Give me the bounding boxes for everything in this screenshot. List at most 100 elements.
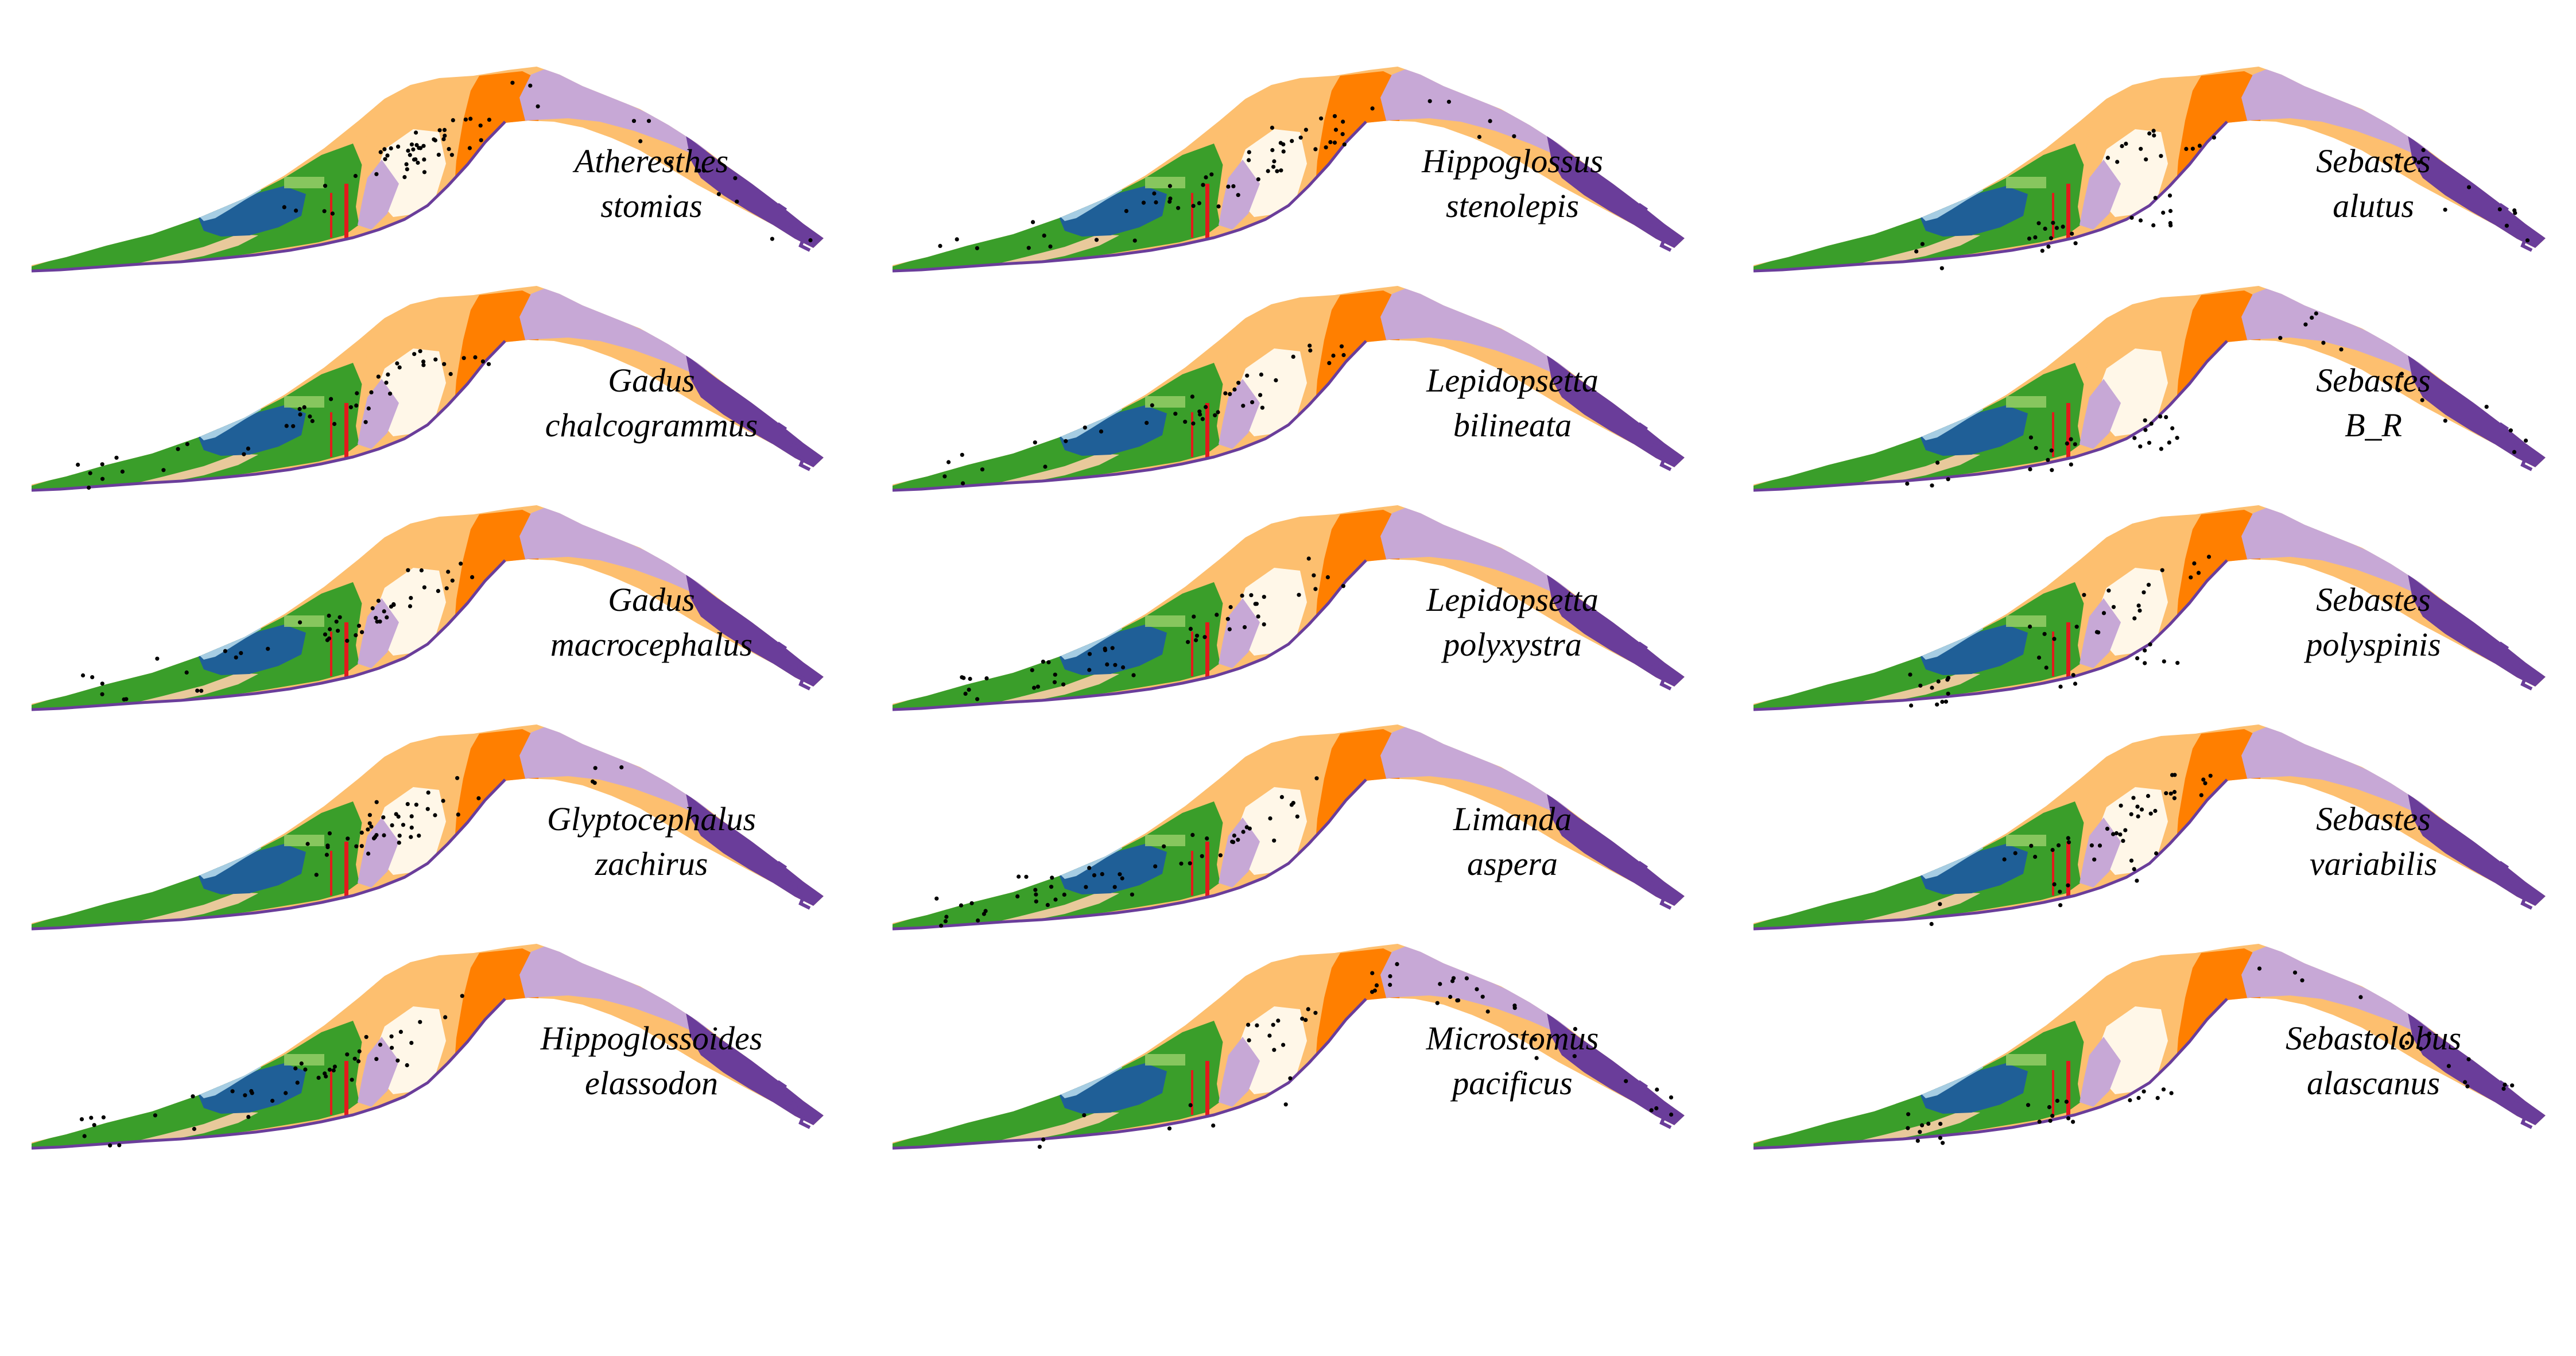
occurrence-point [422, 585, 427, 590]
occurrence-point [1183, 420, 1188, 424]
occurrence-point [1920, 242, 1925, 246]
occurrence-point [249, 1089, 254, 1094]
occurrence-point [88, 471, 92, 475]
occurrence-point [369, 824, 374, 829]
occurrence-point [1173, 412, 1178, 416]
occurrence-point [323, 632, 328, 637]
occurrence-point [191, 1094, 195, 1099]
occurrence-point [329, 397, 333, 401]
occurrence-point [359, 844, 364, 849]
region-light-purple [2241, 506, 2431, 595]
occurrence-point [961, 481, 965, 486]
species-label-species: aspera [1467, 845, 1558, 882]
occurrence-point [2172, 773, 2177, 777]
region-light-green [284, 615, 324, 627]
occurrence-point [2043, 226, 2047, 231]
occurrence-point [1231, 184, 1236, 188]
occurrence-point [100, 462, 104, 467]
occurrence-point [1914, 249, 1919, 254]
occurrence-point [2203, 781, 2208, 785]
occurrence-point [378, 150, 383, 154]
occurrence-point [1201, 183, 1205, 187]
occurrence-point [2399, 371, 2404, 376]
occurrence-point [1186, 640, 1190, 644]
occurrence-point [2065, 441, 2069, 446]
occurrence-point [2513, 211, 2517, 215]
occurrence-point [2420, 398, 2424, 402]
occurrence-point [631, 119, 637, 123]
occurrence-point [1332, 140, 1337, 145]
occurrence-point [2466, 185, 2472, 189]
occurrence-point [364, 1035, 368, 1039]
occurrence-point [1031, 220, 1035, 224]
occurrence-point [305, 842, 310, 846]
occurrence-point [1275, 169, 1279, 173]
occurrence-point [239, 651, 243, 656]
region-green [893, 144, 1228, 271]
occurrence-point [2089, 843, 2094, 848]
occurrence-point [323, 184, 328, 188]
region-red-stripe [1205, 842, 1209, 897]
occurrence-point [1211, 1123, 1216, 1128]
occurrence-point [395, 361, 399, 366]
region-red-stripe [1191, 412, 1193, 457]
occurrence-point [1480, 994, 1485, 999]
occurrence-point [1192, 614, 1196, 619]
species-label-species: elassodon [585, 1064, 718, 1102]
occurrence-point [374, 833, 379, 838]
occurrence-point [1451, 976, 1456, 981]
occurrence-point [2443, 207, 2447, 212]
occurrence-point [2071, 673, 2075, 677]
occurrence-point [1938, 1122, 1943, 1126]
species-label-genus: Hippoglossus [1421, 142, 1603, 180]
occurrence-point [2339, 347, 2344, 352]
occurrence-point [459, 561, 463, 566]
occurrence-point [1100, 872, 1104, 877]
occurrence-point [331, 1068, 336, 1073]
coastal-rim [31, 778, 506, 931]
tail-edge [1638, 422, 1672, 471]
occurrence-point [975, 697, 980, 702]
occurrence-point [2465, 1084, 2470, 1088]
occurrence-point [2066, 840, 2071, 844]
occurrence-point [384, 381, 389, 385]
occurrence-point [460, 994, 464, 998]
occurrence-point [2143, 661, 2147, 665]
occurrence-point [199, 688, 204, 693]
occurrence-point [1105, 662, 1109, 667]
occurrence-point [1190, 394, 1194, 399]
occurrence-point [324, 1074, 328, 1079]
occurrence-point [2206, 555, 2212, 559]
occurrence-point [1205, 836, 1209, 841]
occurrence-points [282, 80, 813, 243]
occurrence-points [1908, 555, 2212, 708]
occurrence-point [2149, 421, 2154, 426]
occurrence-point [1258, 393, 1263, 397]
region-light-purple-west [358, 818, 399, 888]
occurrence-point [1141, 200, 1146, 205]
occurrence-point [961, 676, 966, 680]
region-red-stripe [1205, 184, 1209, 239]
occurrence-point [89, 1115, 94, 1120]
occurrence-point [2073, 681, 2078, 686]
occurrence-point [1202, 635, 1207, 640]
occurrence-point [946, 460, 951, 464]
region-red-stripe [1205, 622, 1209, 677]
occurrence-point [2037, 1119, 2042, 1124]
region-tan [1857, 1111, 1980, 1141]
occurrence-point [2120, 144, 2124, 149]
occurrence-point [1341, 584, 1345, 588]
occurrence-point [1270, 125, 1274, 130]
occurrence-point [2136, 1095, 2141, 1101]
region-light-purple-west [1219, 379, 1260, 449]
occurrence-point [294, 208, 298, 213]
region-red-stripe [344, 622, 348, 677]
occurrence-point [2073, 241, 2078, 246]
occurrence-point [1464, 976, 1469, 981]
occurrence-points [942, 343, 1346, 486]
occurrence-point [291, 424, 296, 428]
occurrence-point [395, 1058, 400, 1063]
occurrence-point [478, 123, 483, 128]
occurrence-point [1456, 998, 1461, 1003]
occurrence-point [2050, 847, 2055, 853]
